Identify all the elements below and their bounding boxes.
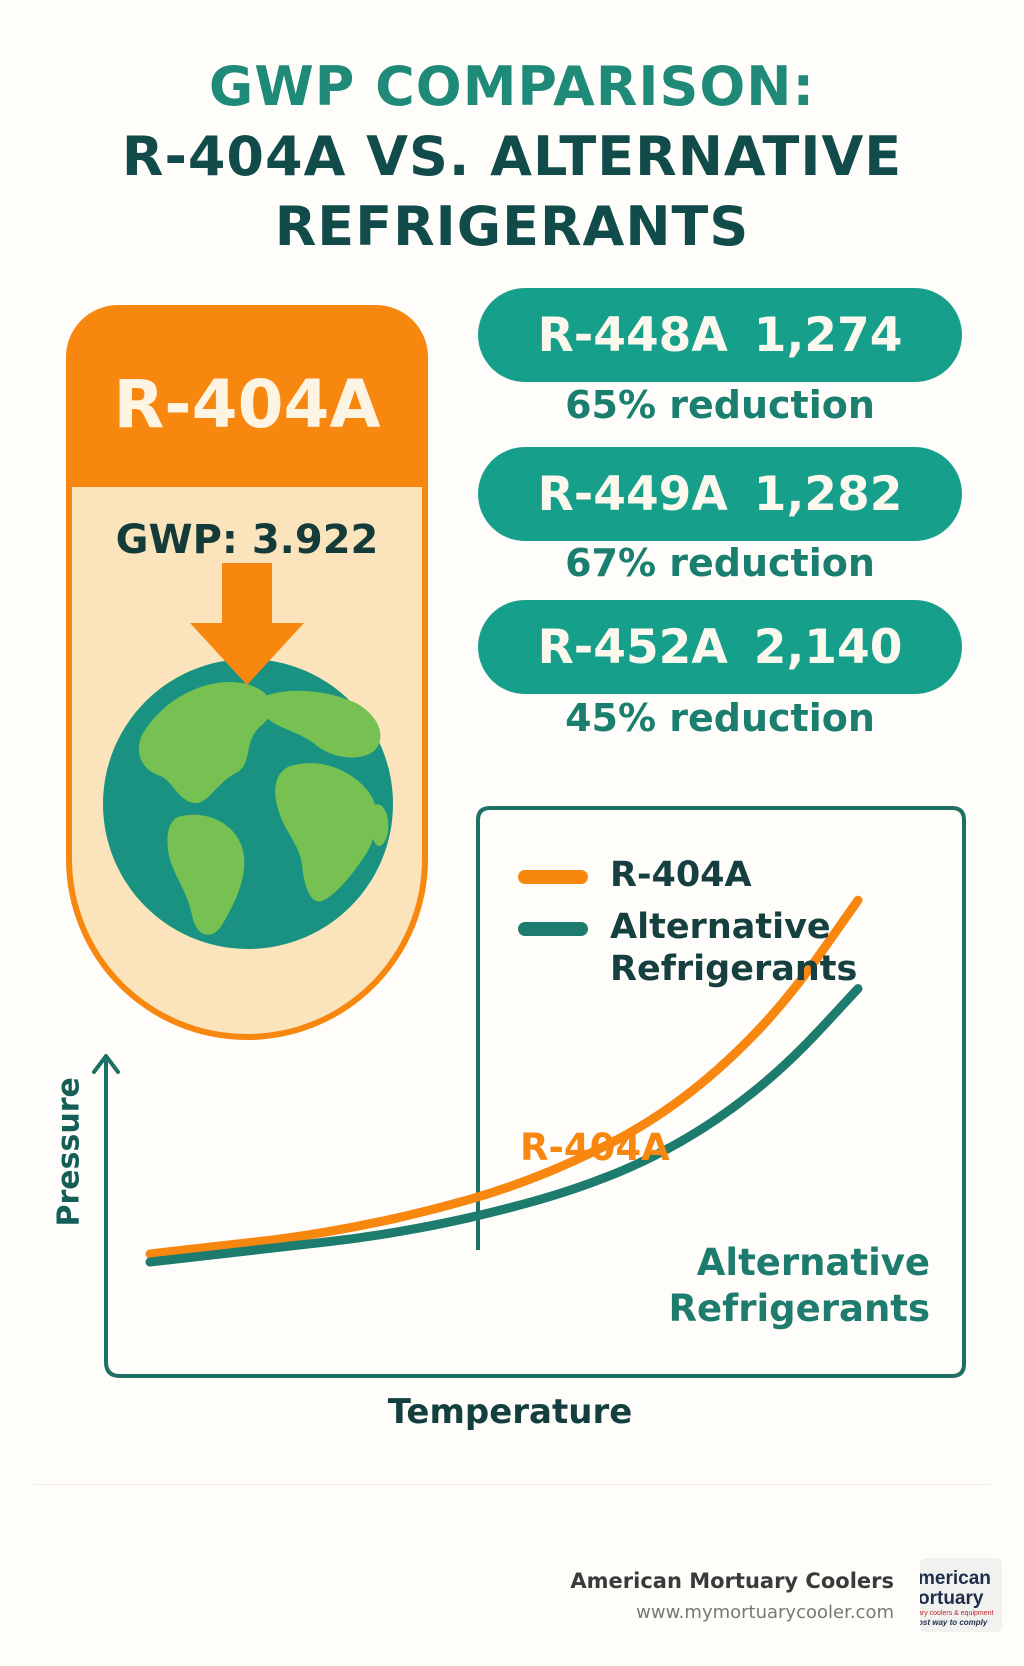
globe-icon	[103, 659, 393, 949]
r404a-gwp-value: GWP: 3.922	[115, 517, 379, 563]
svg-text:ortuary: ortuary	[920, 1588, 984, 1609]
svg-text:merican: merican	[920, 1568, 991, 1589]
title-line-2: R-404A VS. ALTERNATIVE	[121, 125, 903, 188]
alt-reduction-r449a: 67% reduction	[565, 541, 875, 585]
alt-name: R-452A	[537, 619, 728, 675]
title-line-1: GWP COMPARISON:	[208, 55, 816, 118]
footer-url[interactable]: www.mymortuarycooler.com	[636, 1602, 894, 1623]
r404a-card: R-404A GWP: 3.922	[66, 305, 428, 1040]
legend-swatch-teal	[518, 922, 588, 936]
r404a-card-name: R-404A	[113, 366, 381, 443]
legend-entry-r404a: R-404A	[518, 854, 752, 896]
alt-pill-r448a: R-448A 1,274	[478, 288, 962, 382]
alt-reduction-r452a: 45% reduction	[565, 696, 875, 740]
alt-name: R-448A	[537, 307, 728, 363]
footer-divider	[34, 1484, 990, 1485]
page-title: GWP COMPARISON: R-404A VS. ALTERNATIVE R…	[0, 52, 1024, 262]
legend-swatch-orange	[518, 870, 588, 884]
x-axis-label: Temperature	[387, 1392, 633, 1432]
card-illustration	[103, 563, 393, 949]
alt-name: R-449A	[537, 466, 728, 522]
legend-entry-alternatives: Alternative Refrigerants	[518, 906, 898, 990]
legend-label: Alternative Refrigerants	[610, 907, 858, 989]
curve-label-alternatives: Alternative Refrigerants	[668, 1241, 930, 1330]
legend-label: R-404A	[610, 855, 752, 895]
curve-label-r404a: R-404A	[520, 1126, 670, 1169]
svg-text:ost way to comply: ost way to comply	[920, 1618, 988, 1627]
down-arrow-icon	[190, 563, 304, 685]
alt-pill-r449a: R-449A 1,282	[478, 447, 962, 541]
alt-gwp: 2,140	[753, 619, 903, 675]
company-logo: merican ortuary ary coolers & equipment …	[920, 1558, 1002, 1632]
y-axis-label: Pressure	[51, 1077, 87, 1227]
alt-gwp: 1,282	[753, 466, 903, 522]
title-line-3: REFRIGERANTS	[274, 195, 750, 258]
alt-pill-r452a: R-452A 2,140	[478, 600, 962, 694]
y-axis-arrow	[92, 1054, 120, 1074]
footer-company-name: American Mortuary Coolers	[570, 1569, 894, 1593]
alt-gwp: 1,274	[753, 307, 903, 363]
svg-text:ary coolers & equipment: ary coolers & equipment	[920, 1610, 994, 1617]
alt-reduction-r448a: 65% reduction	[565, 383, 875, 427]
